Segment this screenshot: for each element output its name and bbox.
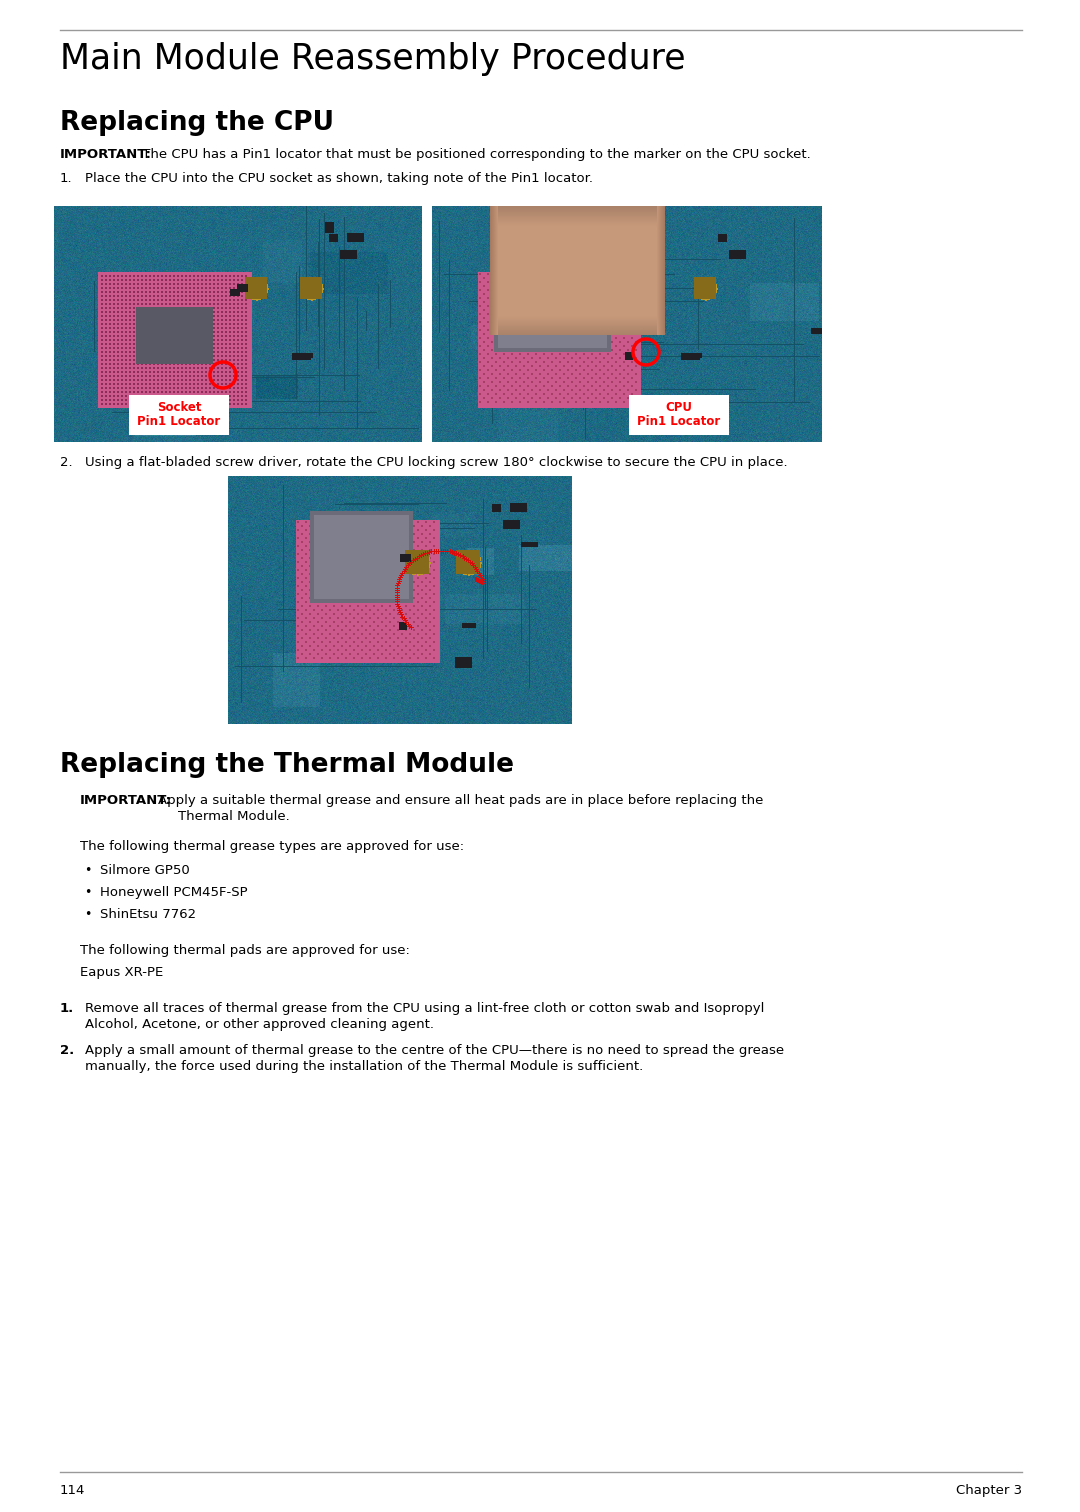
Text: Silmore GP50: Silmore GP50	[100, 863, 190, 877]
Text: Using a flat-bladed screw driver, rotate the CPU locking screw 180° clockwise to: Using a flat-bladed screw driver, rotate…	[85, 457, 787, 469]
Text: Main Module Reassembly Procedure: Main Module Reassembly Procedure	[60, 42, 686, 76]
Text: Socket: Socket	[157, 401, 201, 414]
Text: The following thermal grease types are approved for use:: The following thermal grease types are a…	[80, 841, 464, 853]
Text: 2.: 2.	[60, 457, 72, 469]
Text: 2.: 2.	[60, 1043, 75, 1057]
FancyBboxPatch shape	[129, 395, 229, 435]
Text: 1.: 1.	[60, 1002, 75, 1015]
Text: Pin1 Locator: Pin1 Locator	[637, 414, 720, 428]
Text: ShinEtsu 7762: ShinEtsu 7762	[100, 909, 197, 921]
Text: Pin1 Locator: Pin1 Locator	[137, 414, 220, 428]
Text: Place the CPU into the CPU socket as shown, taking note of the Pin1 locator.: Place the CPU into the CPU socket as sho…	[85, 172, 593, 184]
Text: •: •	[84, 863, 92, 877]
Text: manually, the force used during the installation of the Thermal Module is suffic: manually, the force used during the inst…	[85, 1060, 644, 1074]
Text: Alcohol, Acetone, or other approved cleaning agent.: Alcohol, Acetone, or other approved clea…	[85, 1018, 434, 1031]
Text: CPU: CPU	[665, 401, 692, 414]
Text: Chapter 3: Chapter 3	[956, 1483, 1022, 1497]
FancyBboxPatch shape	[629, 395, 729, 435]
Text: •: •	[84, 909, 92, 921]
Text: •: •	[84, 886, 92, 900]
Text: The CPU has a Pin1 locator that must be positioned corresponding to the marker o: The CPU has a Pin1 locator that must be …	[138, 148, 811, 160]
Text: Replacing the Thermal Module: Replacing the Thermal Module	[60, 751, 514, 779]
Text: Apply a suitable thermal grease and ensure all heat pads are in place before rep: Apply a suitable thermal grease and ensu…	[158, 794, 764, 807]
Text: The following thermal pads are approved for use:: The following thermal pads are approved …	[80, 943, 410, 957]
Text: IMPORTANT:: IMPORTANT:	[60, 148, 152, 160]
Text: Replacing the CPU: Replacing the CPU	[60, 110, 334, 136]
Text: IMPORTANT:: IMPORTANT:	[80, 794, 172, 807]
Text: Honeywell PCM45F-SP: Honeywell PCM45F-SP	[100, 886, 247, 900]
Text: 1.: 1.	[60, 172, 72, 184]
Text: Thermal Module.: Thermal Module.	[178, 810, 289, 823]
Text: Remove all traces of thermal grease from the CPU using a lint-free cloth or cott: Remove all traces of thermal grease from…	[85, 1002, 765, 1015]
Text: Apply a small amount of thermal grease to the centre of the CPU—there is no need: Apply a small amount of thermal grease t…	[85, 1043, 784, 1057]
Text: 114: 114	[60, 1483, 85, 1497]
Text: Eapus XR-PE: Eapus XR-PE	[80, 966, 163, 978]
